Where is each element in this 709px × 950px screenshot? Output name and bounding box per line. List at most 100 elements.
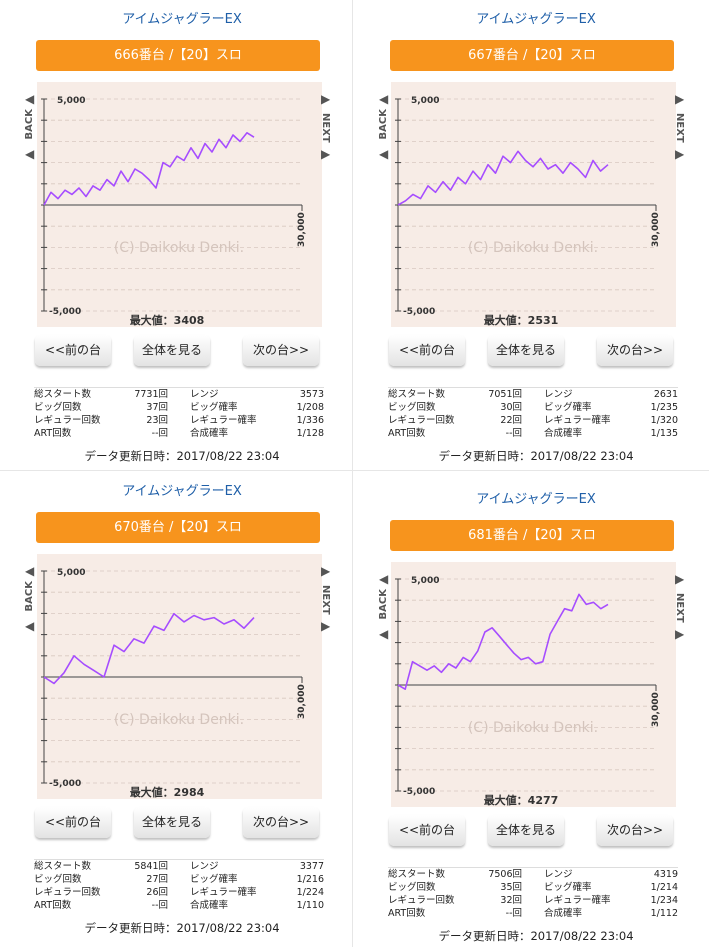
next-label[interactable]: NEXT	[320, 113, 331, 143]
back-arrow-icon[interactable]: ◀	[379, 147, 389, 161]
slump-chart: 5,000 -5,000 30,000 (C) Daikoku Denki. 最大値：3…	[37, 82, 322, 327]
prev-machine-button[interactable]: <<前の台	[389, 335, 465, 366]
next-label[interactable]: NEXT	[674, 593, 685, 623]
stat-value-2: 1/216	[296, 874, 324, 885]
next-label[interactable]: NEXT	[320, 585, 331, 615]
watermark-text: (C) Daikoku Denki.	[468, 720, 598, 736]
y-top-label: 5,000	[411, 576, 439, 586]
stat-label-2: レンジ	[544, 869, 573, 880]
stat-value-2: 1/112	[650, 908, 678, 919]
x-right-label: 30,000	[651, 212, 661, 247]
stats-row: 総スタート数 7506回 レンジ 4319	[388, 868, 678, 881]
stat-value-2: 4319	[653, 869, 678, 880]
back-label[interactable]: BACK	[24, 109, 35, 140]
stat-label-2: 合成確率	[190, 428, 229, 439]
row-divider	[0, 470, 709, 471]
stats-row: レギュラー回数 32回 レギュラー確率 1/234	[388, 894, 678, 907]
stat-value: --回	[151, 428, 168, 439]
watermark-text: (C) Daikoku Denki.	[114, 240, 244, 256]
chart-svg: 5,000 -5,000 30,000 (C) Daikoku Denki. 最大値：2…	[395, 96, 661, 327]
stat-value: 27回	[146, 874, 168, 885]
back-label[interactable]: BACK	[378, 109, 389, 140]
next-arrow-icon[interactable]: ▶	[321, 92, 331, 106]
view-all-button[interactable]: 全体を見る	[134, 335, 210, 366]
stat-label: ART回数	[388, 908, 426, 919]
watermark-text: (C) Daikoku Denki.	[468, 240, 598, 256]
stat-label-2: レンジ	[544, 389, 573, 400]
max-value-label: 最大値：3408	[130, 313, 205, 327]
machine-label-bar[interactable]: 681番台 /【20】スロ	[390, 520, 674, 551]
stat-value: --回	[505, 428, 522, 439]
back-label[interactable]: BACK	[378, 589, 389, 620]
view-all-button[interactable]: 全体を見る	[134, 807, 210, 838]
next-label[interactable]: NEXT	[674, 113, 685, 143]
machine-panel: アイムジャグラーEX 670番台 /【20】スロ 5,000 -5,000 30,0…	[24, 472, 332, 942]
x-right-label: 30,000	[297, 684, 307, 719]
stat-label: ビッグ回数	[34, 402, 82, 413]
stat-label-2: 合成確率	[190, 900, 229, 911]
next-arrow-icon[interactable]: ▶	[675, 572, 685, 586]
machine-panel: アイムジャグラーEX 681番台 /【20】スロ 5,000 -5,000 30,0…	[378, 480, 686, 950]
y-top-label: 5,000	[411, 96, 439, 106]
next-arrow-icon[interactable]: ▶	[675, 147, 685, 161]
stats-table: 総スタート数 7051回 レンジ 2631 ビッグ回数 30回 ビッグ確率 1/…	[388, 387, 678, 440]
stat-label: ビッグ回数	[388, 882, 436, 893]
stat-label: レギュラー回数	[34, 415, 101, 426]
stat-label-2: レギュラー確率	[544, 415, 611, 426]
next-machine-button[interactable]: 次の台>>	[597, 335, 673, 366]
back-arrow-icon[interactable]: ◀	[379, 92, 389, 106]
stat-value: 23回	[146, 415, 168, 426]
view-all-button[interactable]: 全体を見る	[488, 335, 564, 366]
machine-label-bar[interactable]: 666番台 /【20】スロ	[36, 40, 320, 71]
next-arrow-icon[interactable]: ▶	[675, 627, 685, 641]
game-title[interactable]: アイムジャグラーEX	[122, 484, 242, 499]
back-arrow-icon[interactable]: ◀	[25, 147, 35, 161]
back-arrow-icon[interactable]: ◀	[25, 564, 35, 578]
slump-chart: 5,000 -5,000 30,000 (C) Daikoku Denki. 最大値：2…	[391, 82, 676, 327]
machine-label-bar[interactable]: 667番台 /【20】スロ	[390, 40, 674, 71]
stat-value: --回	[151, 900, 168, 911]
machine-label-bar[interactable]: 670番台 /【20】スロ	[36, 512, 320, 543]
stat-label-2: ビッグ確率	[190, 874, 238, 885]
stat-label-2: ビッグ確率	[190, 402, 238, 413]
stat-label-2: ビッグ確率	[544, 402, 592, 413]
machine-panel: アイムジャグラーEX 667番台 /【20】スロ 5,000 -5,000 30,0…	[378, 0, 686, 470]
back-arrow-icon[interactable]: ◀	[25, 619, 35, 633]
game-title[interactable]: アイムジャグラーEX	[476, 492, 596, 507]
prev-machine-button[interactable]: <<前の台	[35, 335, 111, 366]
x-right-label: 30,000	[651, 692, 661, 727]
back-label[interactable]: BACK	[24, 581, 35, 612]
chart-svg: 5,000 -5,000 30,000 (C) Daikoku Denki. 最大値：4…	[395, 576, 661, 807]
stats-row: ビッグ回数 37回 ビッグ確率 1/208	[34, 401, 324, 414]
prev-machine-button[interactable]: <<前の台	[35, 807, 111, 838]
back-arrow-icon[interactable]: ◀	[379, 627, 389, 641]
view-all-button[interactable]: 全体を見る	[488, 815, 564, 846]
game-title[interactable]: アイムジャグラーEX	[122, 12, 242, 27]
stat-value-2: 1/224	[296, 887, 324, 898]
back-arrow-icon[interactable]: ◀	[379, 572, 389, 586]
prev-machine-button[interactable]: <<前の台	[389, 815, 465, 846]
next-machine-button[interactable]: 次の台>>	[597, 815, 673, 846]
stat-label-2: 合成確率	[544, 908, 583, 919]
y-bottom-label: -5,000	[403, 307, 435, 317]
stat-value-2: 1/110	[296, 900, 324, 911]
game-title[interactable]: アイムジャグラーEX	[476, 12, 596, 27]
stat-label: ビッグ回数	[34, 874, 82, 885]
stats-row: ART回数 --回 合成確率 1/112	[388, 907, 678, 920]
update-timestamp: データ更新日時：2017/08/22 23:04	[438, 929, 634, 943]
next-machine-button[interactable]: 次の台>>	[243, 335, 319, 366]
stat-value-2: 2631	[653, 389, 678, 400]
next-machine-button[interactable]: 次の台>>	[243, 807, 319, 838]
stats-row: レギュラー回数 23回 レギュラー確率 1/336	[34, 414, 324, 427]
next-arrow-icon[interactable]: ▶	[321, 564, 331, 578]
next-arrow-icon[interactable]: ▶	[675, 92, 685, 106]
max-value-label: 最大値：2531	[484, 313, 559, 327]
stat-value-2: 1/234	[650, 895, 678, 906]
next-arrow-icon[interactable]: ▶	[321, 147, 331, 161]
stat-value: 5841回	[134, 861, 168, 872]
machine-panel: アイムジャグラーEX 666番台 /【20】スロ 5,000 -5,000 30,0…	[24, 0, 332, 470]
next-arrow-icon[interactable]: ▶	[321, 619, 331, 633]
y-top-label: 5,000	[57, 568, 85, 578]
back-arrow-icon[interactable]: ◀	[25, 92, 35, 106]
max-value-label: 最大値：2984	[130, 785, 205, 799]
